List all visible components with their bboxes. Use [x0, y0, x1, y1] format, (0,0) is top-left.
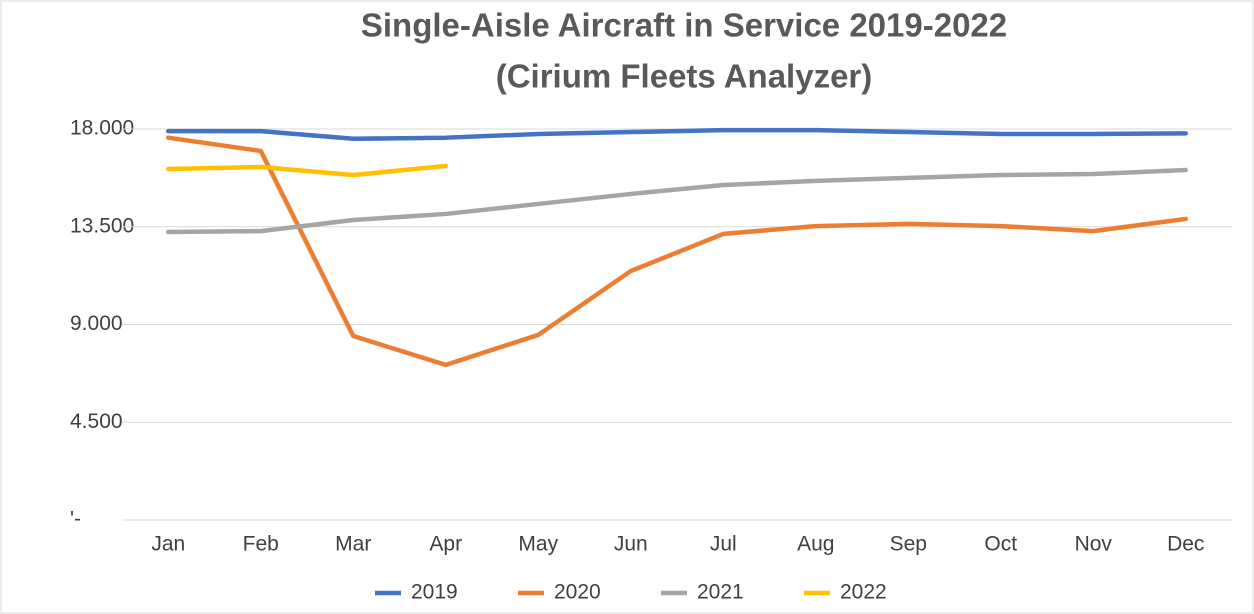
x-tick-label: Aug [797, 533, 834, 556]
x-tick-label: Sep [890, 533, 927, 556]
line-series [166, 163, 448, 178]
line-series [166, 167, 1188, 235]
x-tick-label: Jul [710, 533, 737, 556]
y-tick-label: 13.500 [70, 214, 134, 237]
x-tick-label: Dec [1167, 533, 1204, 556]
legend-label: 2020 [554, 581, 601, 604]
x-tick-label: Nov [1075, 533, 1113, 556]
y-tick-label: '- [70, 508, 81, 531]
y-tick-label: 18.000 [70, 117, 134, 140]
x-tick-label: May [518, 533, 558, 556]
y-tick-label: 4.500 [70, 410, 123, 433]
legend-label: 2021 [697, 581, 744, 604]
y-tick-label: 9.000 [70, 312, 123, 335]
x-tick-label: Oct [984, 533, 1017, 556]
x-tick-label: Mar [335, 533, 371, 556]
x-tick-label: Feb [243, 533, 279, 556]
legend-label: 2022 [840, 581, 887, 604]
line-series [166, 135, 1188, 368]
chart-title: Single-Aisle Aircraft in Service 2019-20… [361, 7, 1007, 44]
chart-subtitle: (Cirium Fleets Analyzer) [496, 58, 873, 95]
x-tick-label: Jun [614, 533, 648, 556]
x-tick-label: Apr [429, 533, 462, 556]
x-tick-label: Jan [151, 533, 185, 556]
legend-label: 2019 [411, 581, 458, 604]
line-series [166, 127, 1188, 142]
